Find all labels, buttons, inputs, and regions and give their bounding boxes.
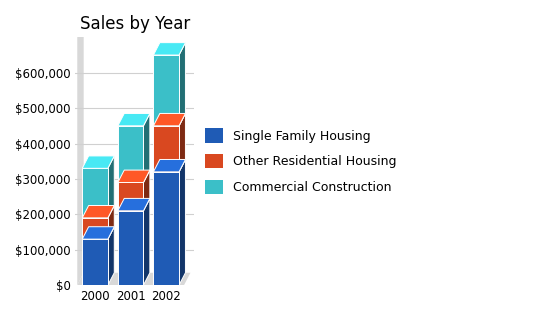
Bar (153, 55, 179, 126)
Polygon shape (108, 156, 114, 218)
Polygon shape (153, 114, 185, 126)
Polygon shape (77, 273, 190, 285)
Polygon shape (144, 170, 150, 211)
Bar (118, 211, 144, 285)
Polygon shape (118, 170, 150, 183)
Polygon shape (108, 227, 114, 285)
Bar (153, 126, 179, 172)
Polygon shape (118, 114, 150, 126)
Polygon shape (82, 156, 114, 168)
Bar (153, 172, 179, 285)
Polygon shape (153, 43, 185, 55)
Legend: Single Family Housing, Other Residential Housing, Commercial Construction: Single Family Housing, Other Residential… (201, 125, 400, 198)
Bar (82, 239, 108, 285)
Polygon shape (179, 159, 185, 285)
Polygon shape (153, 159, 185, 172)
Bar (118, 126, 144, 183)
Title: Sales by Year: Sales by Year (80, 15, 190, 33)
Bar (118, 183, 144, 211)
Polygon shape (77, 25, 84, 285)
Polygon shape (179, 114, 185, 172)
Polygon shape (118, 198, 150, 211)
Polygon shape (82, 205, 114, 218)
Polygon shape (82, 227, 114, 239)
Polygon shape (144, 198, 150, 285)
Polygon shape (179, 43, 185, 126)
Bar (82, 168, 108, 218)
Polygon shape (144, 114, 150, 183)
Bar (82, 218, 108, 239)
Polygon shape (108, 205, 114, 239)
